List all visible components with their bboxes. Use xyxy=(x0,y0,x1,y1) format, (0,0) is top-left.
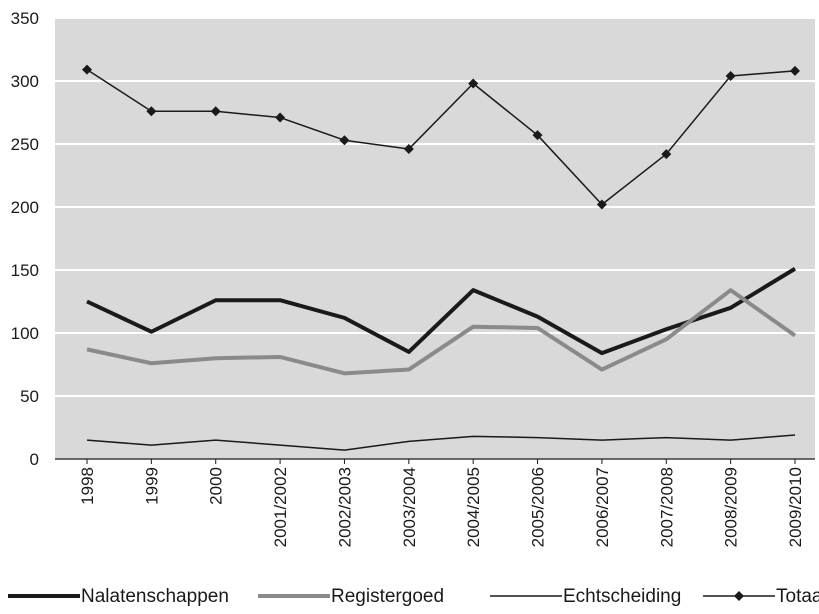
x-tick-label: 2006/2007 xyxy=(593,467,612,547)
x-tick-label: 2003/2004 xyxy=(400,467,419,547)
series-line xyxy=(86,288,797,376)
x-tick-label: 2000 xyxy=(207,467,226,505)
y-tick-label: 250 xyxy=(11,135,39,154)
gridlines xyxy=(55,17,815,397)
series-line xyxy=(86,434,796,451)
x-tick-label: 2005/2006 xyxy=(529,467,548,547)
y-tick-label: 150 xyxy=(11,261,39,280)
x-tick-label: 2001/2002 xyxy=(271,467,290,547)
y-tick-label: 300 xyxy=(11,72,39,91)
data-point xyxy=(339,135,350,146)
legend-label: Echtscheiding xyxy=(563,586,681,607)
y-axis: 0 50 100 150 200 250 300 350 xyxy=(11,9,815,469)
series-line xyxy=(86,69,796,206)
data-point xyxy=(532,130,543,141)
data-point xyxy=(146,106,157,117)
legend-label: Totaal xyxy=(776,586,819,607)
y-tick-label: 100 xyxy=(11,324,39,343)
x-tick-label: 2004/2005 xyxy=(464,467,483,547)
legend-marker xyxy=(734,591,744,601)
data-point xyxy=(790,65,800,76)
y-tick-label: 50 xyxy=(20,387,39,406)
x-tick-label: 2002/2003 xyxy=(335,467,354,547)
series-line xyxy=(86,267,797,356)
legend-label: Nalatenschappen xyxy=(81,586,229,607)
data-point xyxy=(210,106,221,117)
y-tick-label: 350 xyxy=(11,9,39,28)
data-point xyxy=(403,144,414,155)
data-point xyxy=(725,70,736,81)
x-tick-label: 1999 xyxy=(142,467,161,505)
y-tick-label: 200 xyxy=(11,198,39,217)
data-point xyxy=(82,64,92,75)
x-axis: 1998 1999 2000 2001/2002 2002/2003 2003/2004 2… xyxy=(78,459,805,547)
x-tick-label: 2007/2008 xyxy=(657,467,676,547)
data-point xyxy=(468,78,479,89)
legend-label: Registergoed xyxy=(331,586,444,607)
series-lines xyxy=(82,64,800,451)
data-point xyxy=(596,199,607,210)
x-tick-label: 2009/2010 xyxy=(786,467,805,547)
x-tick-label: 2008/2009 xyxy=(722,467,741,547)
data-point xyxy=(661,149,672,160)
plot-area xyxy=(55,18,815,459)
x-tick-label: 1998 xyxy=(78,467,97,505)
data-point xyxy=(275,112,286,123)
legend: Nalatenschappen Registergoed Echtscheiding… xyxy=(8,586,819,607)
y-tick-label: 0 xyxy=(30,450,39,469)
